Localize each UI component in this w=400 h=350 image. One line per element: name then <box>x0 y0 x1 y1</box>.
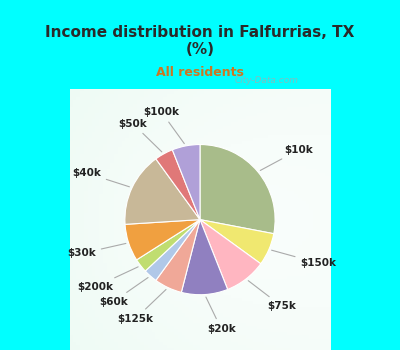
Wedge shape <box>125 159 200 224</box>
Text: $30k: $30k <box>67 244 126 258</box>
Wedge shape <box>136 220 200 271</box>
Text: $10k: $10k <box>260 145 313 170</box>
Text: $60k: $60k <box>99 278 148 307</box>
Wedge shape <box>172 145 200 220</box>
Wedge shape <box>181 220 228 295</box>
Text: All residents: All residents <box>156 65 244 78</box>
Text: $40k: $40k <box>72 168 130 187</box>
Wedge shape <box>200 145 275 234</box>
Text: $150k: $150k <box>272 250 336 268</box>
Text: $200k: $200k <box>78 267 138 292</box>
Wedge shape <box>145 220 200 280</box>
Text: $100k: $100k <box>144 107 184 144</box>
Wedge shape <box>156 220 200 292</box>
Wedge shape <box>200 220 261 289</box>
Wedge shape <box>156 150 200 220</box>
Text: $75k: $75k <box>248 281 296 311</box>
Wedge shape <box>200 220 274 264</box>
Text: City-Data.com: City-Data.com <box>235 76 299 85</box>
Wedge shape <box>125 220 200 260</box>
Text: $50k: $50k <box>118 119 162 152</box>
Text: $20k: $20k <box>206 297 236 334</box>
Text: $125k: $125k <box>117 289 166 324</box>
Text: Income distribution in Falfurrias, TX
(%): Income distribution in Falfurrias, TX (%… <box>45 25 355 57</box>
